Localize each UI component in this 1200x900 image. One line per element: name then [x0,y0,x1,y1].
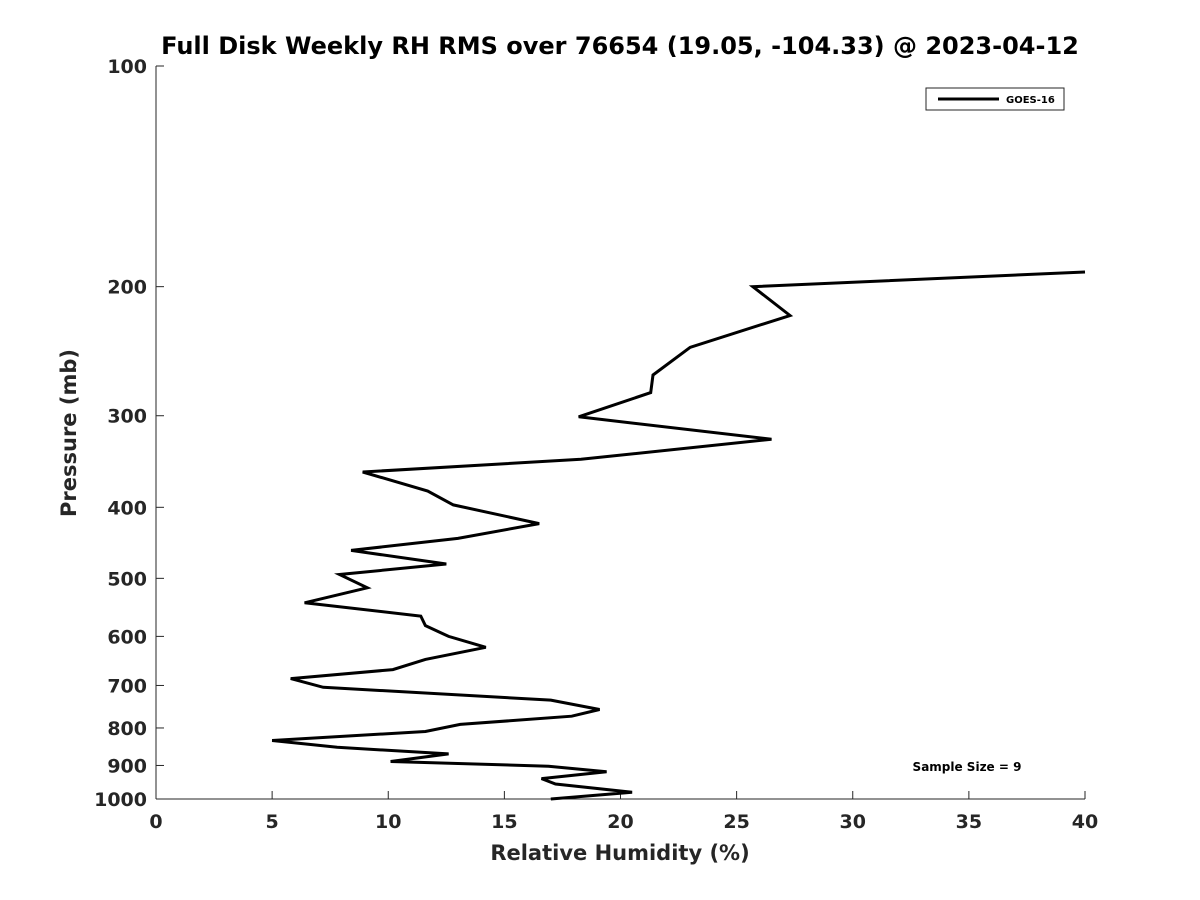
chart-title: Full Disk Weekly RH RMS over 76654 (19.0… [161,32,1079,60]
y-tick-label-1000: 1000 [94,789,147,811]
x-tick-label-15: 15 [491,811,517,833]
legend: GOES-16 [925,87,1065,111]
axes: 0 5 10 15 20 25 30 35 40 100 200 300 400 500 600 700 80… [94,56,1098,833]
x-tick-label-20: 20 [607,811,633,833]
x-ticks: 0 5 10 15 20 25 30 35 40 [149,791,1098,833]
y-tick-label-900: 900 [107,755,147,777]
x-tick-label-35: 35 [956,811,982,833]
x-tick-label-10: 10 [375,811,401,833]
y-tick-label-800: 800 [107,718,147,740]
x-tick-label-30: 30 [840,811,866,833]
y-tick-label-300: 300 [107,406,147,428]
x-axis-label: Relative Humidity (%) [490,841,749,865]
legend-label-goes-16: GOES-16 [1006,95,1055,106]
y-axis-label: Pressure (mb) [57,349,81,517]
y-tick-label-700: 700 [107,675,147,697]
series-layer [271,270,1086,801]
y-tick-label-500: 500 [107,568,147,590]
y-tick-label-100: 100 [107,56,147,78]
y-ticks: 100 200 300 400 500 600 700 800 900 1000 [94,56,164,811]
sample-size-annotation: Sample Size = 9 [913,760,1022,774]
y-tick-label-600: 600 [107,626,147,648]
x-tick-label-5: 5 [266,811,279,833]
x-tick-label-40: 40 [1072,811,1098,833]
x-tick-label-25: 25 [723,811,749,833]
series-line-goes-16 [271,270,1086,801]
y-tick-label-400: 400 [107,497,147,519]
x-tick-label-0: 0 [149,811,162,833]
y-tick-label-200: 200 [107,277,147,299]
